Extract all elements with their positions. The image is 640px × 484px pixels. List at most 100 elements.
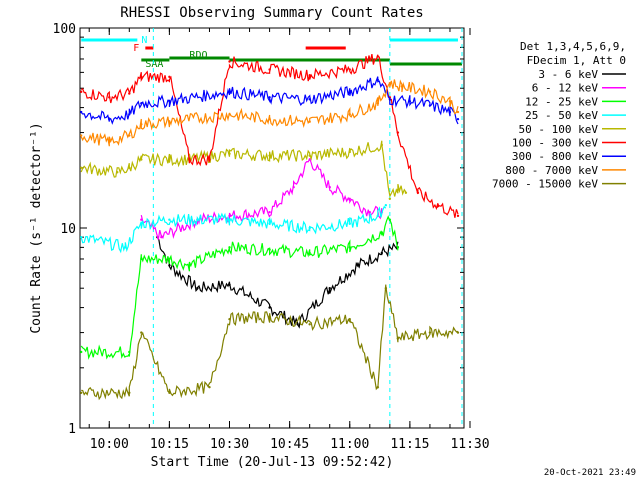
data-point [384,287,388,290]
data-point [428,104,432,107]
data-point [368,210,372,214]
data-point [268,210,271,214]
data-point [140,257,143,261]
data-point [328,287,331,290]
data-point [448,110,452,114]
data-point [448,100,452,103]
data-point [348,113,351,116]
y-tick-label: 100 [53,22,76,37]
data-point [308,158,311,161]
x-tick-label: 11:15 [390,437,429,452]
data-point [416,191,420,194]
data-point [428,90,432,93]
data-point [268,154,271,157]
data-point [384,204,388,207]
series-group [140,158,384,240]
y-tick-label: 10 [60,222,76,237]
data-point [168,120,171,123]
timestamp-label: 20-Oct-2021 23:49 [544,468,636,478]
data-point [80,166,83,169]
data-point [208,385,211,389]
data-point [348,246,351,249]
data-point [108,96,111,99]
legend-label: 6 - 12 keV [532,82,599,95]
data-point [348,317,351,321]
data-point [380,251,384,255]
data-point [228,214,231,218]
data-point [128,350,131,354]
data-point [268,96,271,99]
data-point [140,158,143,161]
data-point [328,185,331,189]
data-point [348,68,351,71]
data-point [128,92,131,95]
data-point [228,317,231,321]
data-point [376,385,380,389]
series-group [80,140,408,200]
data-point [108,140,111,143]
series-group [80,76,460,125]
data-point [308,251,311,255]
data-point [268,248,271,251]
data-point [396,188,400,192]
data-point [128,134,131,137]
data-point [228,152,231,155]
series-group [156,235,400,329]
data-point [308,120,311,123]
series-group [80,79,460,147]
data-point [228,218,231,221]
data-point [228,90,231,93]
series-line [80,215,399,360]
series-line [80,205,387,254]
data-point [196,218,199,221]
data-point [80,110,83,114]
data-point [456,110,460,114]
data-point [168,264,171,267]
data-point [388,197,392,200]
data-point [128,113,131,116]
x-axis-label: Start Time (20-Jul-13 09:52:42) [151,455,394,470]
x-tick-label: 10:15 [150,437,189,452]
data-point [388,98,392,101]
data-point [400,85,404,88]
data-point [140,218,143,221]
y-axis-label: Count Rate (s⁻¹ detector⁻¹) [29,122,44,333]
data-point [80,350,83,354]
data-point [268,306,271,309]
x-tick-label: 10:30 [210,437,249,452]
data-point [388,81,392,85]
data-point [80,90,83,93]
series-group [80,204,388,254]
series-line [81,53,459,218]
series-group [80,215,400,360]
data-point [356,264,359,267]
chart-title: RHESSI Observing Summary Count Rates [120,5,423,21]
data-point [380,231,384,234]
data-point [308,226,311,230]
data-point [168,391,171,394]
legend-label: 100 - 300 keV [512,137,598,150]
data-point [228,283,231,286]
data-point [168,158,171,161]
series-line [81,284,459,401]
x-tick-label: 11:30 [450,437,489,452]
data-point [124,246,127,249]
data-point [228,113,231,116]
data-point [376,55,380,58]
x-tick-label: 11:00 [330,437,369,452]
series-line [140,158,383,240]
state-flag-label: SAA [145,59,163,70]
legend-label: 3 - 6 keV [538,68,598,81]
data-point [456,117,460,121]
x-tick-label: 10:00 [90,437,129,452]
legend-label: 50 - 100 keV [519,123,599,136]
data-point [348,150,351,154]
data-point [308,98,311,101]
data-point [396,337,400,340]
data-point [140,102,143,105]
series-group [80,53,460,218]
data-point [396,246,400,249]
data-point [348,90,351,93]
